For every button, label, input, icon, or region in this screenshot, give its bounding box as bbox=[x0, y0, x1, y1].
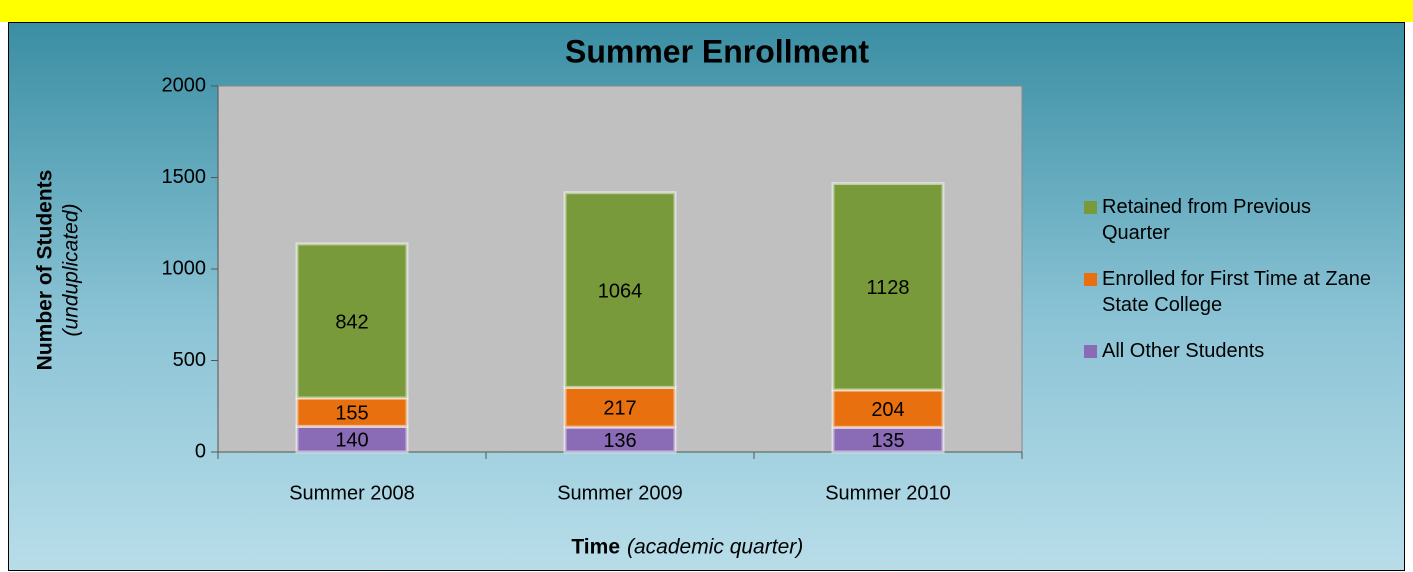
legend-label: Enrolled for First Time at Zane State Co… bbox=[1102, 268, 1371, 316]
bar-segment bbox=[295, 424, 409, 454]
y-tick-label: 0 bbox=[195, 440, 206, 462]
y-tick-label: 1500 bbox=[162, 166, 207, 188]
legend-item: Enrolled for First Time at Zane State Co… bbox=[1082, 266, 1382, 318]
chart-title: Summer Enrollment bbox=[565, 33, 869, 69]
data-label: 1064 bbox=[598, 280, 643, 302]
data-label: 136 bbox=[603, 430, 636, 452]
x-tick-label: Summer 2008 bbox=[289, 482, 415, 504]
data-label: 204 bbox=[871, 399, 904, 421]
x-tick-label: Summer 2009 bbox=[557, 482, 683, 504]
bar-segment bbox=[831, 182, 945, 392]
x-tick-label: Summer 2010 bbox=[825, 482, 951, 504]
top-band bbox=[0, 0, 1413, 22]
data-label: 155 bbox=[335, 402, 368, 424]
y-tick-label: 500 bbox=[173, 349, 206, 371]
legend-label: All Other Students bbox=[1102, 340, 1265, 362]
data-label: 842 bbox=[335, 311, 368, 333]
legend-item: All Other Students bbox=[1082, 338, 1382, 364]
bar-segment bbox=[563, 385, 677, 429]
bar-segment bbox=[295, 242, 409, 400]
x-axis-title: Time bbox=[571, 536, 620, 559]
x-axis-note: (academic quarter) bbox=[627, 536, 803, 559]
y-axis-title: Number of Students bbox=[34, 170, 57, 371]
data-label: 135 bbox=[871, 430, 904, 452]
legend-label: Retained from Previous Quarter bbox=[1102, 196, 1311, 244]
bar-segment bbox=[563, 191, 677, 389]
y-tick-label: 2000 bbox=[162, 74, 207, 96]
data-label: 1128 bbox=[866, 277, 909, 299]
data-label: 217 bbox=[603, 398, 636, 420]
y-tick-label: 1000 bbox=[162, 257, 207, 279]
legend-swatch bbox=[1084, 273, 1097, 286]
legend-swatch bbox=[1084, 201, 1097, 214]
data-label: 140 bbox=[335, 429, 368, 451]
legend-swatch bbox=[1084, 345, 1097, 358]
legend-item: Retained from Previous Quarter bbox=[1082, 194, 1382, 246]
y-axis-note: (unduplicated) bbox=[60, 203, 83, 336]
